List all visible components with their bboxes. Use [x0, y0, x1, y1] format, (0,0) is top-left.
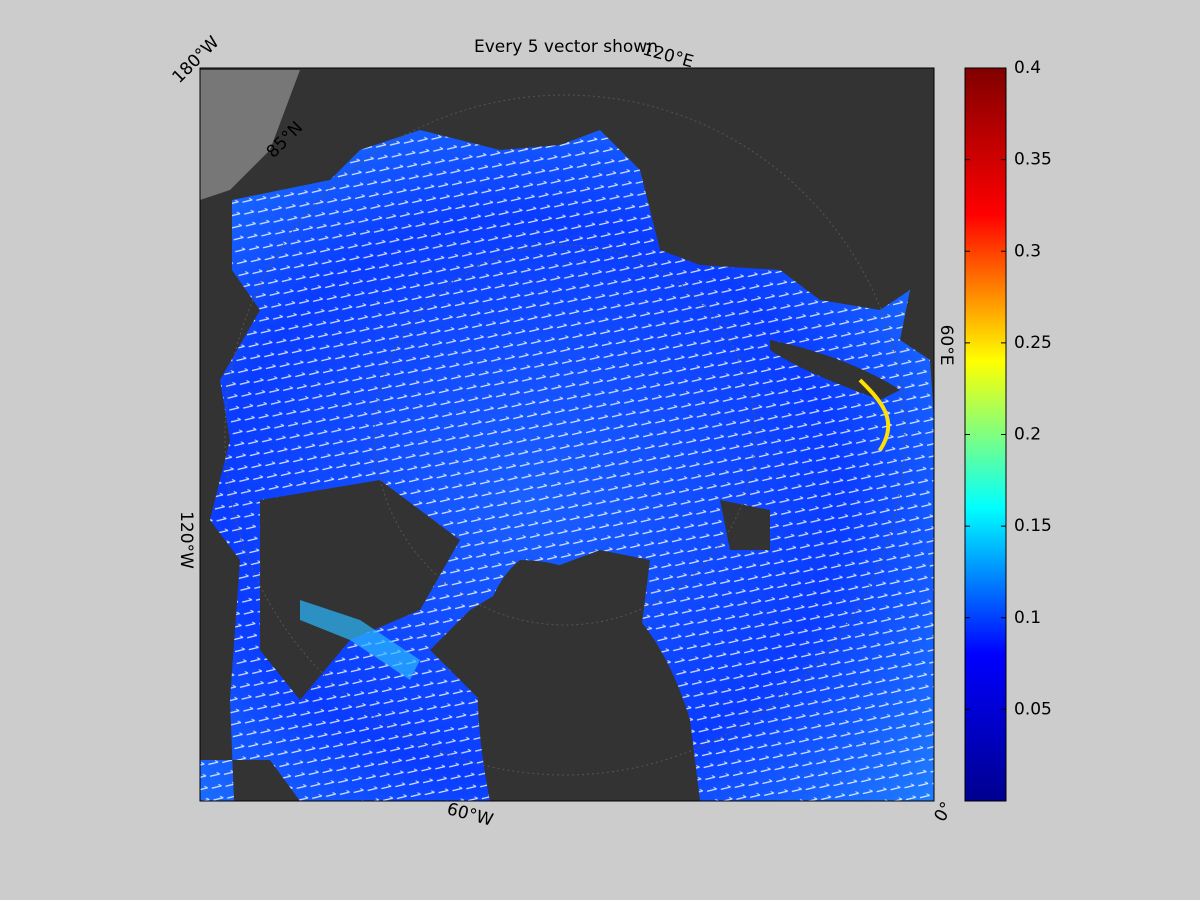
tick-label: 0.05: [1014, 699, 1052, 719]
lon-label: 60°W: [445, 799, 496, 831]
colorbar: 0.05 0.1 0.15 0.2 0.25 0.3 0.35 0.4: [964, 58, 1052, 802]
tick-label: 0.35: [1014, 150, 1052, 170]
tick-label: 0.4: [1014, 58, 1041, 78]
map-frame: [199, 67, 935, 802]
map: 85°N: [200, 68, 934, 801]
tick-label: 0.1: [1014, 608, 1041, 628]
colorbar-fill: [964, 67, 1007, 802]
strait: [300, 600, 420, 680]
lon-label: 0°: [931, 799, 958, 826]
lon-label: 120°W: [176, 511, 196, 569]
strong-current: [858, 378, 891, 452]
land-shade: [200, 70, 300, 200]
archipelago: [260, 480, 460, 700]
tick-label: 0.25: [1014, 333, 1052, 353]
tick-label: 0.2: [1014, 425, 1041, 445]
parallel: [224, 94, 906, 776]
current-vectors: [200, 130, 934, 801]
title: Every 5 vector shown: [474, 37, 658, 57]
tick-label: 0.3: [1014, 241, 1041, 261]
svalbard: [720, 500, 770, 550]
greenland: [477, 560, 700, 801]
tick-label: 0.15: [1014, 516, 1052, 536]
lon-label: 120°E: [640, 40, 695, 73]
parallel: [374, 244, 756, 626]
lon-label: 60°E: [936, 325, 956, 366]
